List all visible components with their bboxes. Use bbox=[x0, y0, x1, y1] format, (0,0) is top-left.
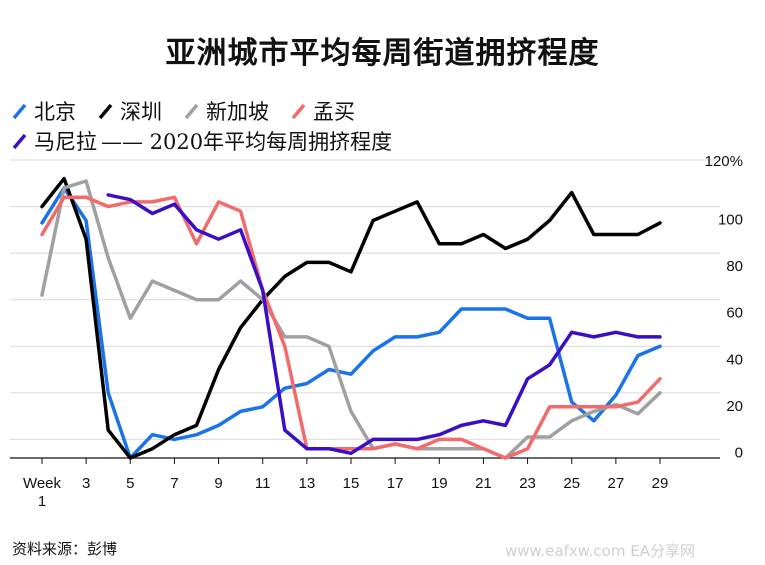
y-tick-label-0: 0 bbox=[735, 444, 743, 461]
x-tick-label-7: 7 bbox=[170, 475, 178, 492]
x-tick-label-15: 15 bbox=[343, 475, 360, 492]
x-axis-prefix-label: Week bbox=[23, 475, 62, 492]
x-tick-label-11: 11 bbox=[255, 475, 271, 492]
legend-item-shenzhen: 深圳 bbox=[98, 96, 162, 126]
legend-item-manila: 马尼拉 —— 2020年平均每周拥挤程度 bbox=[12, 126, 392, 156]
legend-swatch-manila bbox=[12, 133, 27, 150]
legend-item-beijing: 北京 bbox=[12, 96, 76, 126]
legend-label-manila: 马尼拉 bbox=[34, 130, 97, 154]
y-tick-label-60: 60 bbox=[726, 305, 743, 322]
x-tick-label-21: 21 bbox=[475, 475, 492, 492]
legend: 北京 深圳 新加坡 孟买 马尼拉 —— 2020年平均每周拥挤程度 bbox=[12, 96, 742, 156]
legend-swatch-beijing bbox=[12, 103, 27, 120]
x-tick-label-1: 1 bbox=[38, 493, 46, 510]
y-tick-label-40: 40 bbox=[726, 351, 743, 368]
legend-swatch-mumbai bbox=[291, 103, 306, 120]
legend-label-mumbai: 孟买 bbox=[313, 100, 355, 124]
legend-row-2: 马尼拉 —— 2020年平均每周拥挤程度 bbox=[12, 126, 742, 156]
x-tick-label-29: 29 bbox=[652, 475, 669, 492]
legend-item-singapore: 新加坡 bbox=[184, 96, 269, 126]
legend-item-mumbai: 孟买 bbox=[291, 96, 355, 126]
legend-label-singapore: 新加坡 bbox=[206, 100, 269, 124]
legend-swatch-shenzhen bbox=[98, 103, 113, 120]
series-line-2 bbox=[40, 179, 662, 460]
y-tick-label-100: 100 bbox=[718, 212, 743, 229]
legend-row-1: 北京 深圳 新加坡 孟买 bbox=[12, 96, 742, 126]
series-line-1 bbox=[40, 176, 662, 460]
series-line-4 bbox=[106, 193, 662, 456]
series-line-0 bbox=[40, 186, 662, 460]
x-tick-label-13: 13 bbox=[299, 475, 316, 492]
x-tick-label-23: 23 bbox=[519, 475, 536, 492]
x-tick-label-3: 3 bbox=[82, 475, 90, 492]
legend-swatch-singapore bbox=[184, 103, 199, 120]
legend-label-beijing: 北京 bbox=[34, 100, 76, 124]
y-tick-label-20: 20 bbox=[726, 398, 743, 415]
y-tick-label-120: 120% bbox=[705, 153, 743, 170]
legend-note: —— 2020年平均每周拥挤程度 bbox=[101, 130, 393, 154]
x-tick-label-5: 5 bbox=[126, 475, 134, 492]
x-tick-label-25: 25 bbox=[563, 475, 580, 492]
chart-title: 亚洲城市平均每周街道拥挤程度 bbox=[165, 36, 600, 71]
x-tick-label-19: 19 bbox=[431, 475, 448, 492]
legend-label-shenzhen: 深圳 bbox=[120, 100, 162, 124]
series-line-3 bbox=[40, 195, 662, 460]
x-tick-label-27: 27 bbox=[608, 475, 625, 492]
y-tick-label-80: 80 bbox=[726, 258, 743, 275]
x-tick-label-17: 17 bbox=[387, 475, 404, 492]
source-note: 资料来源：彭博 bbox=[12, 540, 118, 558]
watermark: www.eafxw.com EA分享网 bbox=[505, 542, 695, 560]
x-tick-label-9: 9 bbox=[214, 475, 222, 492]
